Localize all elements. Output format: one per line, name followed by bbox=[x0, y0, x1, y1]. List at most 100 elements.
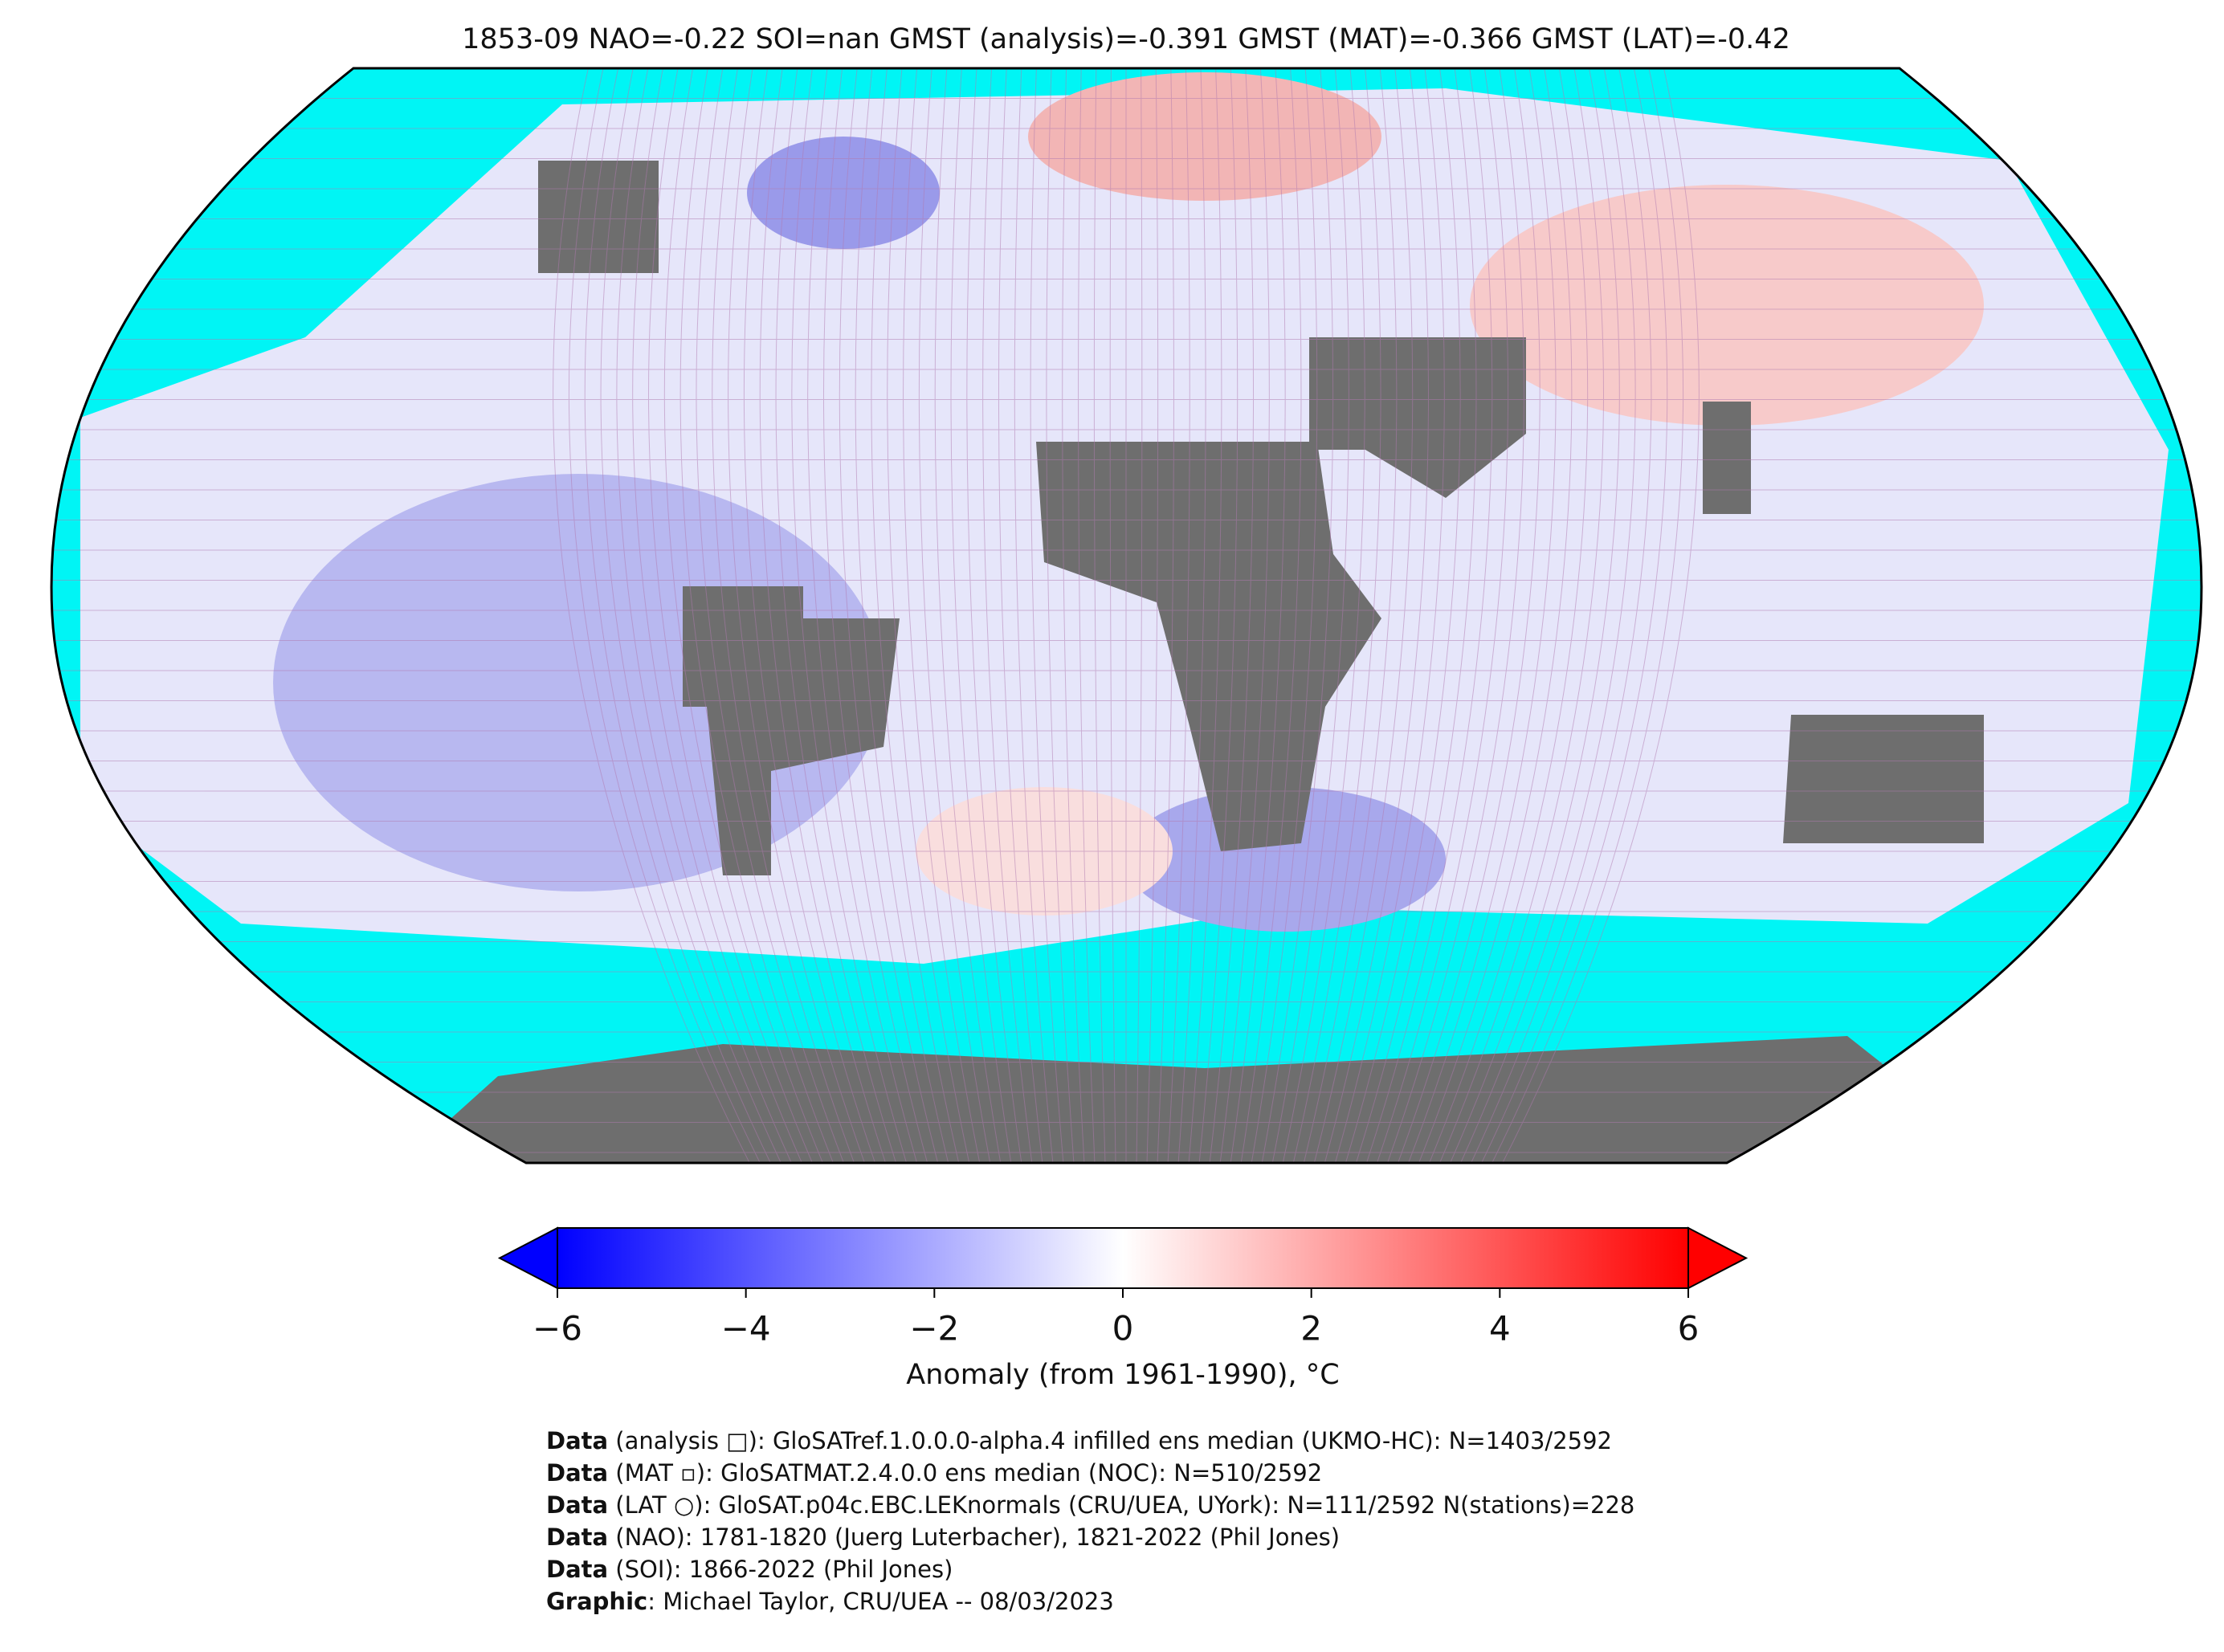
note-label: Data bbox=[546, 1556, 608, 1583]
grid-line-lon bbox=[1046, 68, 1075, 1163]
grid-line-lon bbox=[1209, 68, 1255, 1163]
cool-patch bbox=[1124, 787, 1446, 932]
grid-line-lon bbox=[1062, 68, 1085, 1163]
colorbar-tick-label: 6 bbox=[1678, 1309, 1700, 1348]
grid-line-lon bbox=[1450, 68, 1620, 1163]
note-line: Data (analysis □): GloSATref.1.0.0.0-alp… bbox=[546, 1427, 1612, 1454]
grid-line-lon bbox=[1355, 68, 1477, 1163]
grid-line-lon bbox=[1471, 68, 1652, 1163]
grid-line-lon bbox=[600, 68, 781, 1163]
grid-line-lon bbox=[1492, 68, 1684, 1163]
grid-line-lon bbox=[982, 68, 1033, 1163]
grid-line-lon bbox=[1093, 68, 1106, 1163]
grid-line-lon bbox=[1387, 68, 1524, 1163]
note-label: Data bbox=[546, 1524, 608, 1551]
grid-line-lon bbox=[1198, 68, 1239, 1163]
map bbox=[51, 68, 2202, 1163]
colorbar-label: Anomaly (from 1961-1990), °C bbox=[906, 1359, 1340, 1391]
grid-line-lon bbox=[1365, 68, 1493, 1163]
grid-line-lon bbox=[1261, 68, 1334, 1163]
grid-line-lon bbox=[966, 68, 1022, 1163]
grid-line-lon bbox=[1282, 68, 1365, 1163]
grid-line-lon bbox=[1271, 68, 1349, 1163]
grid-line-lon bbox=[616, 68, 792, 1163]
note-label: Graphic bbox=[546, 1588, 647, 1615]
grid-line-lon bbox=[1014, 68, 1054, 1163]
warm-patch bbox=[1470, 185, 1984, 426]
colorbar-extend-low bbox=[497, 1226, 558, 1290]
note-line: Data (MAT ▫): GloSATMAT.2.4.0.0 ens medi… bbox=[546, 1459, 1322, 1487]
note-label: Data bbox=[546, 1491, 608, 1519]
grid-line-lon bbox=[728, 68, 865, 1163]
grid-line-lon bbox=[855, 68, 949, 1163]
note-text: (SOI): 1866-2022 (Phil Jones) bbox=[608, 1556, 953, 1583]
grid-line-lon bbox=[823, 68, 928, 1163]
note-text: : Michael Taylor, CRU/UEA -- 08/03/2023 bbox=[647, 1588, 1114, 1615]
grid-line-lon bbox=[1313, 68, 1414, 1163]
grid-line-lon bbox=[553, 68, 750, 1163]
grid-line-lon bbox=[791, 68, 908, 1163]
grid-line-lon bbox=[1030, 68, 1064, 1163]
grid-line-lon bbox=[696, 68, 844, 1163]
grid-line-lon bbox=[1418, 68, 1573, 1163]
grid-line-lon bbox=[1292, 68, 1381, 1163]
note-label: Data bbox=[546, 1459, 608, 1487]
note-line: Data (NAO): 1781-1820 (Juerg Luterbacher… bbox=[546, 1524, 1340, 1551]
colorbar: −6 −4 −2 0 2 4 6 bbox=[497, 1226, 1749, 1348]
grid-line-lon bbox=[918, 68, 991, 1163]
colorbar-tick-label: −2 bbox=[909, 1309, 959, 1348]
grid-line-lon bbox=[1167, 68, 1190, 1163]
note-text: (NAO): 1781-1820 (Juerg Luterbacher), 18… bbox=[608, 1524, 1340, 1551]
grid-line-lon bbox=[743, 68, 875, 1163]
note-text: (MAT ▫): GloSATMAT.2.4.0.0 ens median (N… bbox=[608, 1459, 1322, 1487]
grid-line-lon bbox=[1502, 68, 1700, 1163]
grid-line-lon bbox=[839, 68, 939, 1163]
grid-line-lon bbox=[775, 68, 897, 1163]
grid-line-lon bbox=[1188, 68, 1222, 1163]
grid-line-lon bbox=[1303, 68, 1398, 1163]
graticule bbox=[51, 68, 2202, 1163]
colorbar-extend-high bbox=[1687, 1226, 1749, 1290]
grid-line-lon bbox=[1334, 68, 1445, 1163]
grid-line-lon bbox=[1230, 68, 1286, 1163]
notes: Data (analysis □): GloSATref.1.0.0.0-alp… bbox=[546, 1427, 1634, 1615]
grid-line-lon bbox=[759, 68, 887, 1163]
note-text: (analysis □): GloSATref.1.0.0.0-alpha.4 … bbox=[608, 1427, 1612, 1454]
colorbar-tick-label: 4 bbox=[1489, 1309, 1511, 1348]
grid-line-lon bbox=[1481, 68, 1668, 1163]
colorbar-bar bbox=[557, 1227, 1689, 1289]
grid-line-lon bbox=[1324, 68, 1429, 1163]
grid-line-lon bbox=[1398, 68, 1540, 1163]
grid-line-lon bbox=[1460, 68, 1636, 1163]
grid-line-lon bbox=[663, 68, 823, 1163]
grid-line-lon bbox=[1377, 68, 1509, 1163]
chart-title: 1853-09 NAO=-0.22 SOI=nan GMST (analysis… bbox=[462, 23, 1790, 55]
grid-line-lon bbox=[1146, 68, 1159, 1163]
grid-line-lon bbox=[998, 68, 1043, 1163]
note-line: Data (SOI): 1866-2022 (Phil Jones) bbox=[546, 1556, 953, 1583]
grid-line-lon bbox=[887, 68, 970, 1163]
grid-line-lon bbox=[1408, 68, 1557, 1163]
note-label: Data bbox=[546, 1427, 608, 1454]
note-text: (LAT ○): GloSAT.p04c.EBC.LEKnormals (CRU… bbox=[608, 1491, 1634, 1519]
grid-line-lon bbox=[1219, 68, 1270, 1163]
warm-patch bbox=[1028, 72, 1381, 201]
note-line: Graphic: Michael Taylor, CRU/UEA -- 08/0… bbox=[546, 1588, 1114, 1615]
map-border bbox=[50, 67, 2203, 1165]
grid-line-lon bbox=[1240, 68, 1302, 1163]
colorbar-tick-label: −6 bbox=[533, 1309, 582, 1348]
grid-line-lon bbox=[1439, 68, 1604, 1163]
note-line: Data (LAT ○): GloSAT.p04c.EBC.LEKnormals… bbox=[546, 1491, 1634, 1519]
grid-line-lon bbox=[1177, 68, 1206, 1163]
grid-line-lon bbox=[934, 68, 1002, 1163]
grid-line-lon bbox=[584, 68, 771, 1163]
grid-line-lon bbox=[1251, 68, 1318, 1163]
grid-line-lon bbox=[950, 68, 1012, 1163]
colorbar-tick-label: −4 bbox=[721, 1309, 771, 1348]
grid-line-lon bbox=[903, 68, 981, 1163]
colorbar-tick-label: 2 bbox=[1300, 1309, 1322, 1348]
grid-line-lon bbox=[679, 68, 834, 1163]
colorbar-tick-label: 0 bbox=[1112, 1309, 1134, 1348]
grid-line-lon bbox=[1136, 68, 1143, 1163]
grid-line-lon bbox=[648, 68, 813, 1163]
